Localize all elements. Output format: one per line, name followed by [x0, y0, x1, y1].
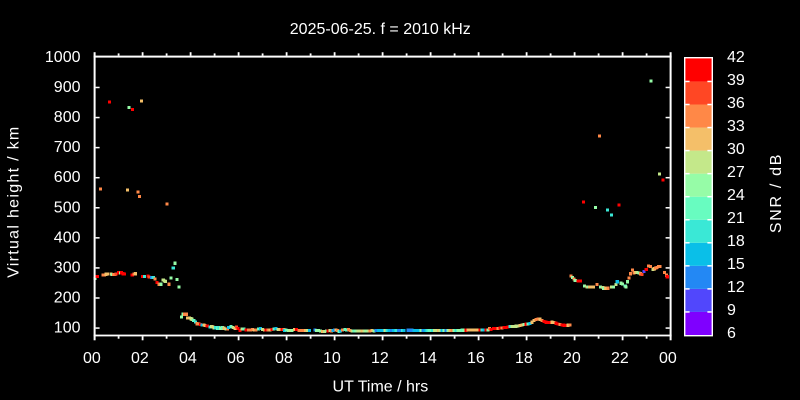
svg-text:02: 02: [131, 350, 149, 367]
svg-text:08: 08: [275, 350, 293, 367]
svg-text:18: 18: [515, 350, 533, 367]
svg-text:700: 700: [54, 139, 81, 156]
svg-text:27: 27: [727, 164, 745, 181]
svg-text:33: 33: [727, 118, 745, 135]
svg-text:600: 600: [54, 169, 81, 186]
svg-text:14: 14: [419, 350, 437, 367]
svg-text:100: 100: [54, 320, 81, 337]
svg-text:500: 500: [54, 199, 81, 216]
svg-text:00: 00: [659, 350, 677, 367]
svg-text:10: 10: [323, 350, 341, 367]
svg-text:2025-06-25. f = 2010 kHz: 2025-06-25. f = 2010 kHz: [290, 21, 471, 38]
svg-text:06: 06: [227, 350, 245, 367]
svg-text:15: 15: [727, 256, 745, 273]
svg-text:SNR / dB: SNR / dB: [768, 153, 785, 233]
svg-text:18: 18: [727, 233, 745, 250]
svg-text:21: 21: [727, 210, 745, 227]
svg-text:39: 39: [727, 72, 745, 89]
svg-text:Virtual height / km: Virtual height / km: [5, 125, 22, 277]
svg-text:400: 400: [54, 229, 81, 246]
svg-text:36: 36: [727, 95, 745, 112]
svg-text:12: 12: [371, 350, 389, 367]
svg-text:200: 200: [54, 289, 81, 306]
svg-text:12: 12: [727, 279, 745, 296]
svg-text:22: 22: [611, 350, 629, 367]
svg-text:42: 42: [727, 49, 745, 66]
svg-text:16: 16: [467, 350, 485, 367]
svg-text:UT Time / hrs: UT Time / hrs: [333, 379, 429, 396]
svg-text:9: 9: [727, 302, 736, 319]
svg-text:1000: 1000: [45, 49, 81, 66]
svg-text:24: 24: [727, 187, 745, 204]
svg-text:6: 6: [727, 325, 736, 342]
svg-text:800: 800: [54, 109, 81, 126]
svg-text:30: 30: [727, 141, 745, 158]
svg-text:04: 04: [179, 350, 197, 367]
svg-text:300: 300: [54, 259, 81, 276]
svg-text:00: 00: [83, 350, 101, 367]
svg-text:20: 20: [563, 350, 581, 367]
svg-text:900: 900: [54, 79, 81, 96]
